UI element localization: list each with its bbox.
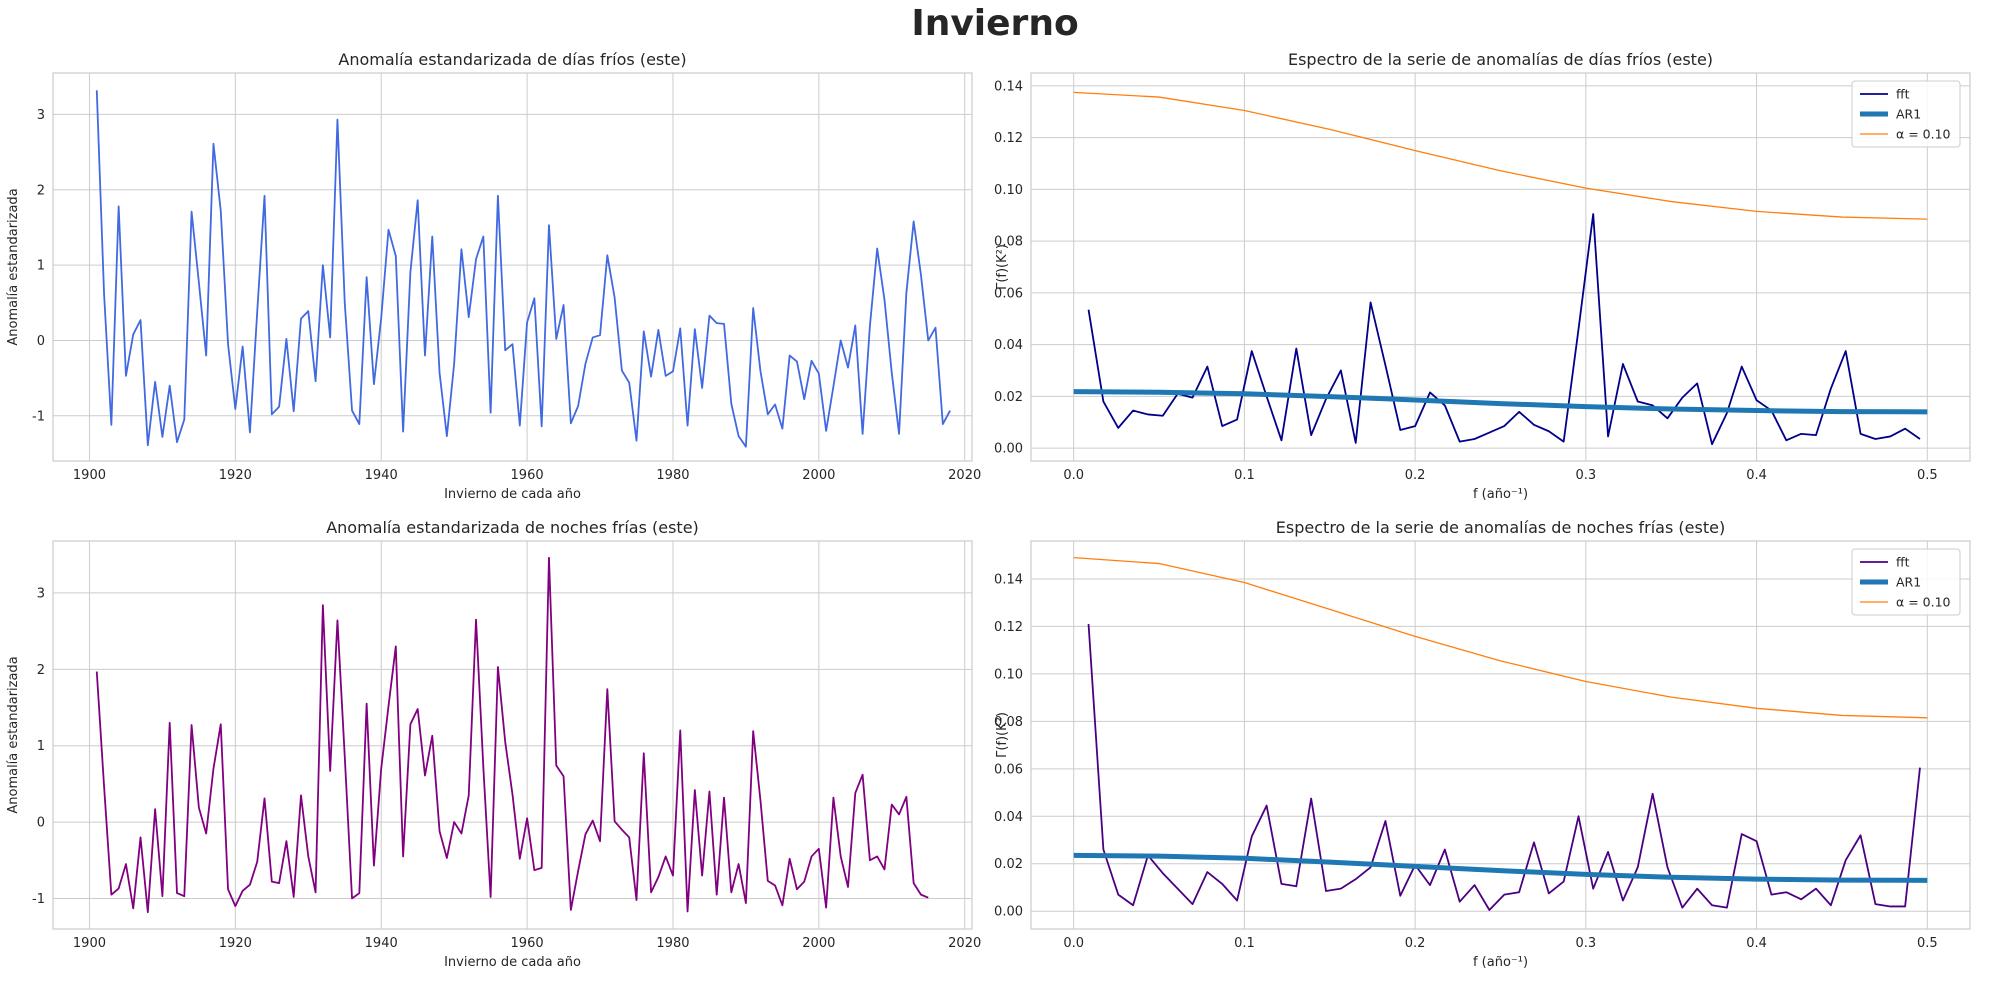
y-tick-label: 2 [37, 663, 45, 678]
y-axis-label: Anomalía estandarizada [6, 656, 21, 813]
x-tick-label: 2000 [802, 936, 835, 951]
y-tick-label: 0.04 [994, 810, 1023, 825]
x-tick-label: 1920 [219, 468, 252, 483]
y-tick-label: 0 [37, 334, 45, 349]
x-tick-label: 1980 [656, 936, 689, 951]
series-line-anomalia [95, 90, 951, 448]
legend-label: α = 0.10 [1896, 595, 1951, 610]
plot-frame [1030, 72, 1971, 462]
y-tick-label: 2 [37, 183, 45, 198]
x-tick-label: 0.1 [1234, 468, 1255, 483]
x-tick-label: 0.2 [1405, 936, 1426, 951]
x-tick-label: 1900 [73, 936, 106, 951]
chart-espectro-noches-frias: 0.0 0.1 0.2 0.3 0.4 0.5 0.00 0.02 0.04 0.06 0.08 0.… [994, 518, 1971, 970]
chart-title: Espectro de la serie de anomalías de día… [1288, 50, 1713, 69]
x-tick-label: 1900 [73, 468, 106, 483]
plot-frame [52, 72, 973, 462]
plot-frame [52, 540, 973, 930]
y-tick-label: 0.08 [994, 235, 1023, 250]
y-tick-label: 0.14 [994, 572, 1023, 587]
x-tick-label: 0.0 [1063, 468, 1084, 483]
y-tick-label: 0.10 [994, 183, 1023, 198]
series-line-ar1 [1073, 852, 1928, 883]
y-tick-label: 0.12 [994, 620, 1023, 635]
figure-title: Invierno [911, 3, 1079, 44]
x-tick-label: 2020 [948, 468, 981, 483]
legend-label: fft [1896, 87, 1910, 102]
x-axis-label: f (año⁻¹) [1473, 487, 1528, 502]
y-tick-label: 0.00 [994, 905, 1023, 920]
x-tick-label: 0.5 [1917, 936, 1938, 951]
chart-espectro-dias-frios: 0.0 0.1 0.2 0.3 0.4 0.5 0.00 0.02 0.04 0.06 0.08 0.… [994, 50, 1971, 502]
chart-title: Anomalía estandarizada de noches frías (… [326, 518, 699, 537]
y-axis-label: Anomalía estandarizada [6, 188, 21, 345]
x-tick-label: 2000 [802, 468, 835, 483]
x-tick-label: 1920 [219, 936, 252, 951]
y-axis-label: Γ(f)(K²) [995, 244, 1010, 290]
x-axis-label: f (año⁻¹) [1473, 955, 1528, 970]
legend-label: AR1 [1896, 575, 1921, 590]
y-tick-label: -1 [32, 409, 45, 424]
y-tick-label: 0.12 [994, 131, 1023, 146]
y-tick-label: 0.02 [994, 857, 1023, 872]
series-line-fft [1087, 624, 1921, 911]
chart-title: Espectro de la serie de anomalías de noc… [1276, 518, 1725, 537]
series-line-fft [1087, 213, 1921, 446]
legend-box [1851, 548, 1961, 616]
y-tick-label: 1 [37, 739, 45, 754]
legend-box [1851, 80, 1961, 148]
y-tick-label: 0.02 [994, 390, 1023, 405]
x-tick-label: 0.4 [1746, 936, 1767, 951]
x-tick-label: 0.0 [1063, 936, 1084, 951]
x-tick-label: 0.3 [1576, 936, 1597, 951]
legend-label: fft [1896, 555, 1910, 570]
series-line-0-10 [1073, 556, 1928, 719]
x-tick-label: 0.5 [1917, 468, 1938, 483]
chart-noches-frias: 1900 1920 1940 1960 1980 2000 2020 -1 0 1 2 3 Anomal… [6, 518, 981, 970]
series-line-ar1 [1073, 389, 1928, 415]
y-tick-label: 0.04 [994, 338, 1023, 353]
x-tick-label: 1940 [365, 936, 398, 951]
x-tick-label: 1960 [511, 936, 544, 951]
y-tick-label: -1 [32, 892, 45, 907]
y-axis-label: Γ(f)(K²) [995, 712, 1010, 758]
y-tick-label: 1 [37, 259, 45, 274]
x-tick-label: 0.2 [1405, 468, 1426, 483]
plot-frame [1030, 540, 1971, 930]
x-axis-label: Invierno de cada año [444, 487, 581, 502]
x-tick-label: 0.1 [1234, 936, 1255, 951]
y-tick-label: 3 [37, 586, 45, 601]
y-tick-label: 0.06 [994, 762, 1023, 777]
y-tick-label: 0 [37, 816, 45, 831]
x-tick-label: 0.4 [1746, 468, 1767, 483]
y-tick-label: 0.06 [994, 286, 1023, 301]
y-tick-label: 0.00 [994, 442, 1023, 457]
series-line-0-10 [1073, 91, 1928, 220]
y-tick-label: 0.14 [994, 79, 1023, 94]
x-tick-label: 1940 [365, 468, 398, 483]
x-tick-label: 0.3 [1576, 468, 1597, 483]
x-axis-label: Invierno de cada año [444, 955, 581, 970]
chart-dias-frios: 1900 1920 1940 1960 1980 2000 2020 -1 0 1 2 3 Anomal… [6, 50, 981, 502]
y-tick-label: 0.08 [994, 715, 1023, 730]
x-tick-label: 2020 [948, 936, 981, 951]
x-tick-label: 1980 [656, 468, 689, 483]
legend-label: α = 0.10 [1896, 127, 1951, 142]
legend-label: AR1 [1896, 107, 1921, 122]
x-tick-label: 1960 [511, 468, 544, 483]
y-tick-label: 3 [37, 108, 45, 123]
chart-title: Anomalía estandarizada de días fríos (es… [338, 50, 686, 69]
series-line-anomalia [95, 556, 929, 914]
y-tick-label: 0.10 [994, 667, 1023, 682]
